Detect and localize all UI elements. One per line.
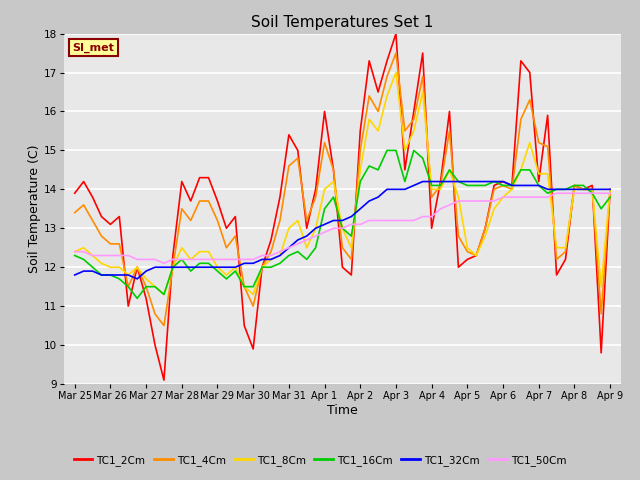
Title: Soil Temperatures Set 1: Soil Temperatures Set 1 (252, 15, 433, 30)
Y-axis label: Soil Temperature (C): Soil Temperature (C) (28, 144, 41, 273)
Legend: TC1_2Cm, TC1_4Cm, TC1_8Cm, TC1_16Cm, TC1_32Cm, TC1_50Cm: TC1_2Cm, TC1_4Cm, TC1_8Cm, TC1_16Cm, TC1… (69, 451, 571, 470)
Text: SI_met: SI_met (72, 42, 114, 53)
X-axis label: Time: Time (327, 404, 358, 417)
